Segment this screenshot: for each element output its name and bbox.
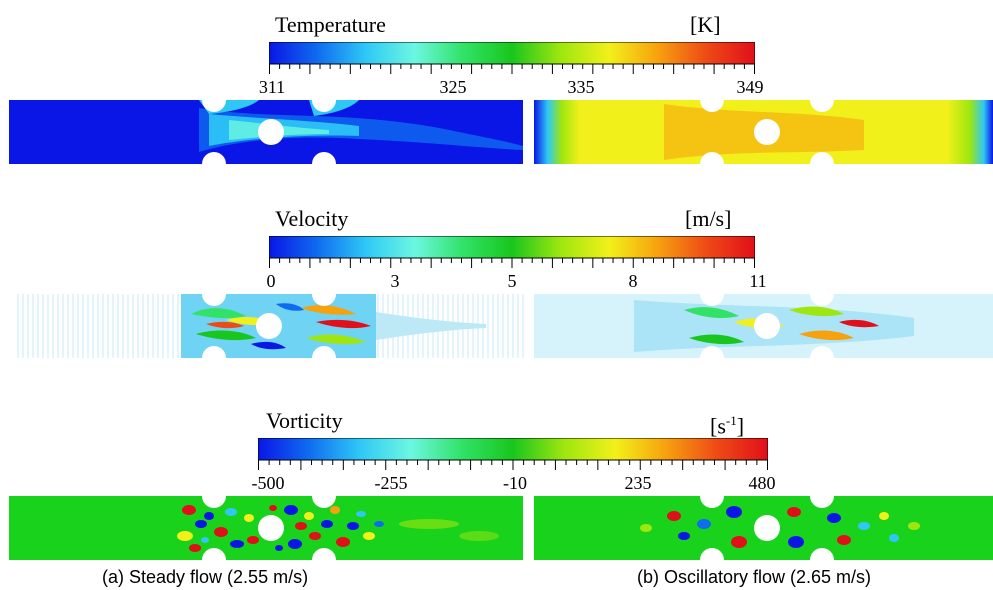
vorticity-oscillatory-field (534, 496, 993, 560)
temperature-unit: [K] (690, 12, 721, 37)
temperature-tick-label: 311 (258, 77, 286, 97)
velocity-tick-label: 8 (628, 271, 638, 291)
vorticity-tick-label: 480 (748, 473, 776, 493)
velocity-steady-field (16, 294, 526, 358)
velocity-unit: [m/s] (685, 206, 732, 231)
vorticity-tick-label: -500 (251, 473, 285, 493)
temperature-tick-label: 335 (567, 77, 595, 97)
temperature-title: Temperature (275, 12, 386, 37)
velocity-title: Velocity (275, 206, 349, 231)
velocity-oscillatory-field (534, 294, 993, 358)
vorticity-steady-field (9, 496, 523, 560)
vorticity-tick-label: 235 (624, 473, 652, 493)
velocity-colorbar (269, 236, 755, 268)
velocity-tick-label: 5 (507, 271, 517, 291)
temperature-tick-label: 325 (439, 77, 467, 97)
caption-steady-flow: (a) Steady flow (2.55 m/s) (102, 567, 309, 587)
velocity-tick-label: 11 (749, 271, 767, 291)
vorticity-tick-label: -255 (374, 473, 408, 493)
temperature-tick-label: 349 (736, 77, 764, 97)
vorticity-tick-label: -10 (503, 473, 527, 493)
vorticity-unit: [s-1] (710, 413, 745, 439)
vorticity-title: Vorticity (266, 408, 343, 433)
caption-oscillatory-flow: (b) Oscillatory flow (2.65 m/s) (637, 567, 872, 587)
velocity-tick-label: 3 (390, 271, 400, 291)
vorticity-colorbar (258, 438, 768, 470)
temperature-colorbar (269, 42, 755, 74)
velocity-tick-label: 0 (266, 271, 276, 291)
temperature-oscillatory-field (534, 100, 993, 164)
temperature-steady-field (9, 100, 523, 164)
